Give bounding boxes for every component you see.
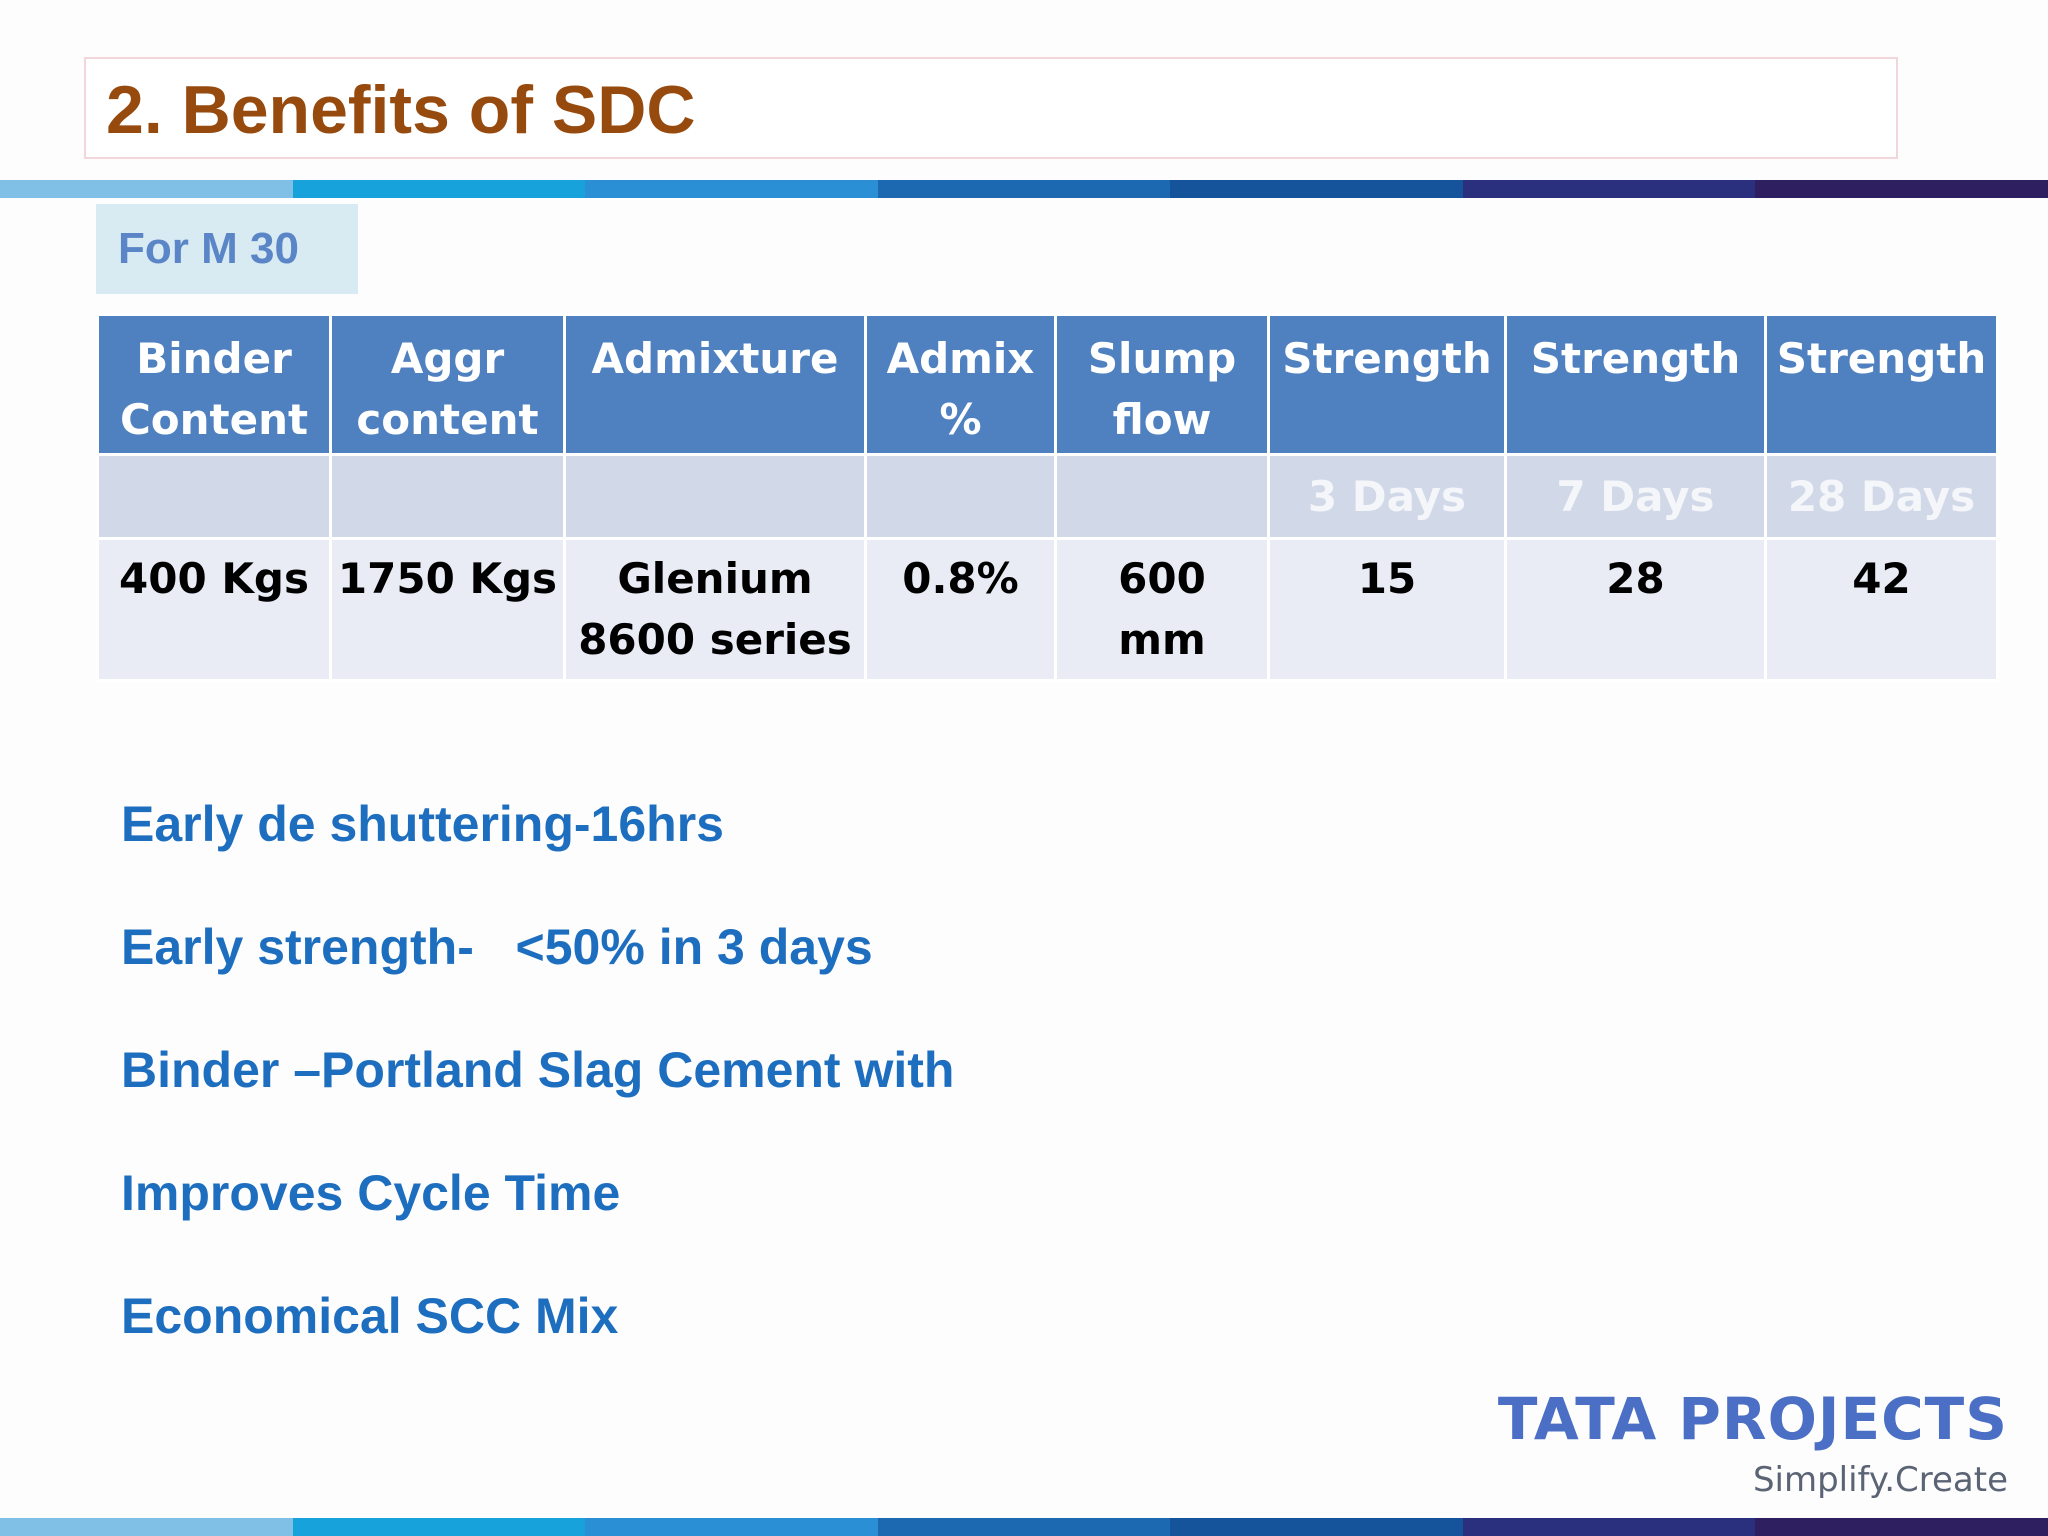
benefit-item: Early strength- <50% in 3 days — [121, 919, 873, 975]
value-slump-flow: 600 mm — [1054, 537, 1270, 682]
bar-segment — [1170, 180, 1463, 198]
header-strength-28d: Strength — [1764, 313, 1999, 456]
unit-cell-28-days: 28 Days — [1764, 453, 1999, 540]
bottom-color-bar — [0, 1518, 2048, 1536]
value-strength-7d: 28 — [1504, 537, 1767, 682]
unit-cell — [1054, 453, 1270, 540]
bar-segment — [1462, 1518, 1756, 1536]
bar-segment — [0, 180, 293, 198]
header-binder-content: Binder Content — [96, 313, 332, 456]
bar-segment — [1755, 1518, 2048, 1536]
value-aggr-content: 1750 Kgs — [329, 537, 566, 682]
bar-segment — [1462, 180, 1756, 198]
values-row: 400 Kgs 1750 Kgs Glenium 8600 series 0.8%… — [96, 537, 1999, 682]
slide-title: 2. Benefits of SDC — [106, 72, 696, 148]
value-admixture: Glenium 8600 series — [563, 537, 867, 682]
value-strength-28d: 42 — [1764, 537, 1999, 682]
title-box: 2. Benefits of SDC — [84, 57, 1898, 159]
units-row: 3 Days 7 Days 28 Days — [96, 453, 1999, 540]
bar-segment — [1170, 1518, 1463, 1536]
unit-cell — [96, 453, 332, 540]
bar-segment — [877, 180, 1171, 198]
header-strength-3d: Strength — [1267, 313, 1507, 456]
bar-segment — [292, 1518, 586, 1536]
value-strength-3d: 15 — [1267, 537, 1507, 682]
value-admix-percent: 0.8% — [864, 537, 1057, 682]
header-strength-7d: Strength — [1504, 313, 1767, 456]
benefit-item: Early de shuttering-16hrs — [121, 796, 724, 852]
unit-cell-3-days: 3 Days — [1267, 453, 1507, 540]
unit-cell — [329, 453, 566, 540]
benefit-item: Improves Cycle Time — [121, 1165, 621, 1221]
header-admixture: Admixture — [563, 313, 867, 456]
company-logo: TATA PROJECTS Simplify.Create — [1498, 1390, 2008, 1500]
value-binder-content: 400 Kgs — [96, 537, 332, 682]
bar-segment — [1755, 180, 2048, 198]
header-slump-flow: Slump flow — [1054, 313, 1270, 456]
bar-segment — [585, 180, 878, 198]
unit-cell — [864, 453, 1057, 540]
header-admix-percent: Admix% — [864, 313, 1057, 456]
mix-design-table: Binder Content Aggr content Admixture Admi… — [96, 313, 1999, 682]
logo-tagline: Simplify.Create — [1752, 1460, 2008, 1500]
top-color-bar — [0, 180, 2048, 198]
unit-cell — [563, 453, 867, 540]
unit-cell-7-days: 7 Days — [1504, 453, 1767, 540]
bar-segment — [585, 1518, 878, 1536]
benefit-item: Binder –Portland Slag Cement with — [121, 1042, 955, 1098]
bar-segment — [292, 180, 586, 198]
bar-segment — [0, 1518, 293, 1536]
benefits-list: Early de shuttering-16hrs Early strength… — [121, 790, 954, 1405]
header-aggr-content: Aggr content — [329, 313, 566, 456]
logo-name: TATA PROJECTS — [1497, 1385, 2008, 1453]
bar-segment — [877, 1518, 1171, 1536]
benefit-item: Economical SCC Mix — [121, 1288, 619, 1344]
grade-label: For M 30 — [96, 204, 358, 294]
table-header-row: Binder Content Aggr content Admixture Admi… — [96, 313, 1999, 456]
